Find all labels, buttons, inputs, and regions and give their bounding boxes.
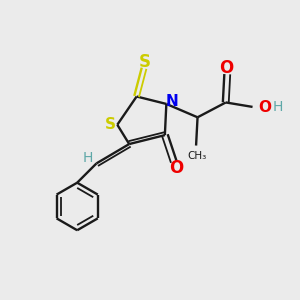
Text: S: S xyxy=(139,53,151,71)
Text: O: O xyxy=(169,159,184,177)
Text: S: S xyxy=(105,117,116,132)
Text: O: O xyxy=(258,100,271,115)
Text: O: O xyxy=(219,59,233,77)
Text: N: N xyxy=(165,94,178,109)
Text: H: H xyxy=(273,100,283,115)
Text: H: H xyxy=(82,151,93,165)
Text: CH₃: CH₃ xyxy=(187,152,206,161)
